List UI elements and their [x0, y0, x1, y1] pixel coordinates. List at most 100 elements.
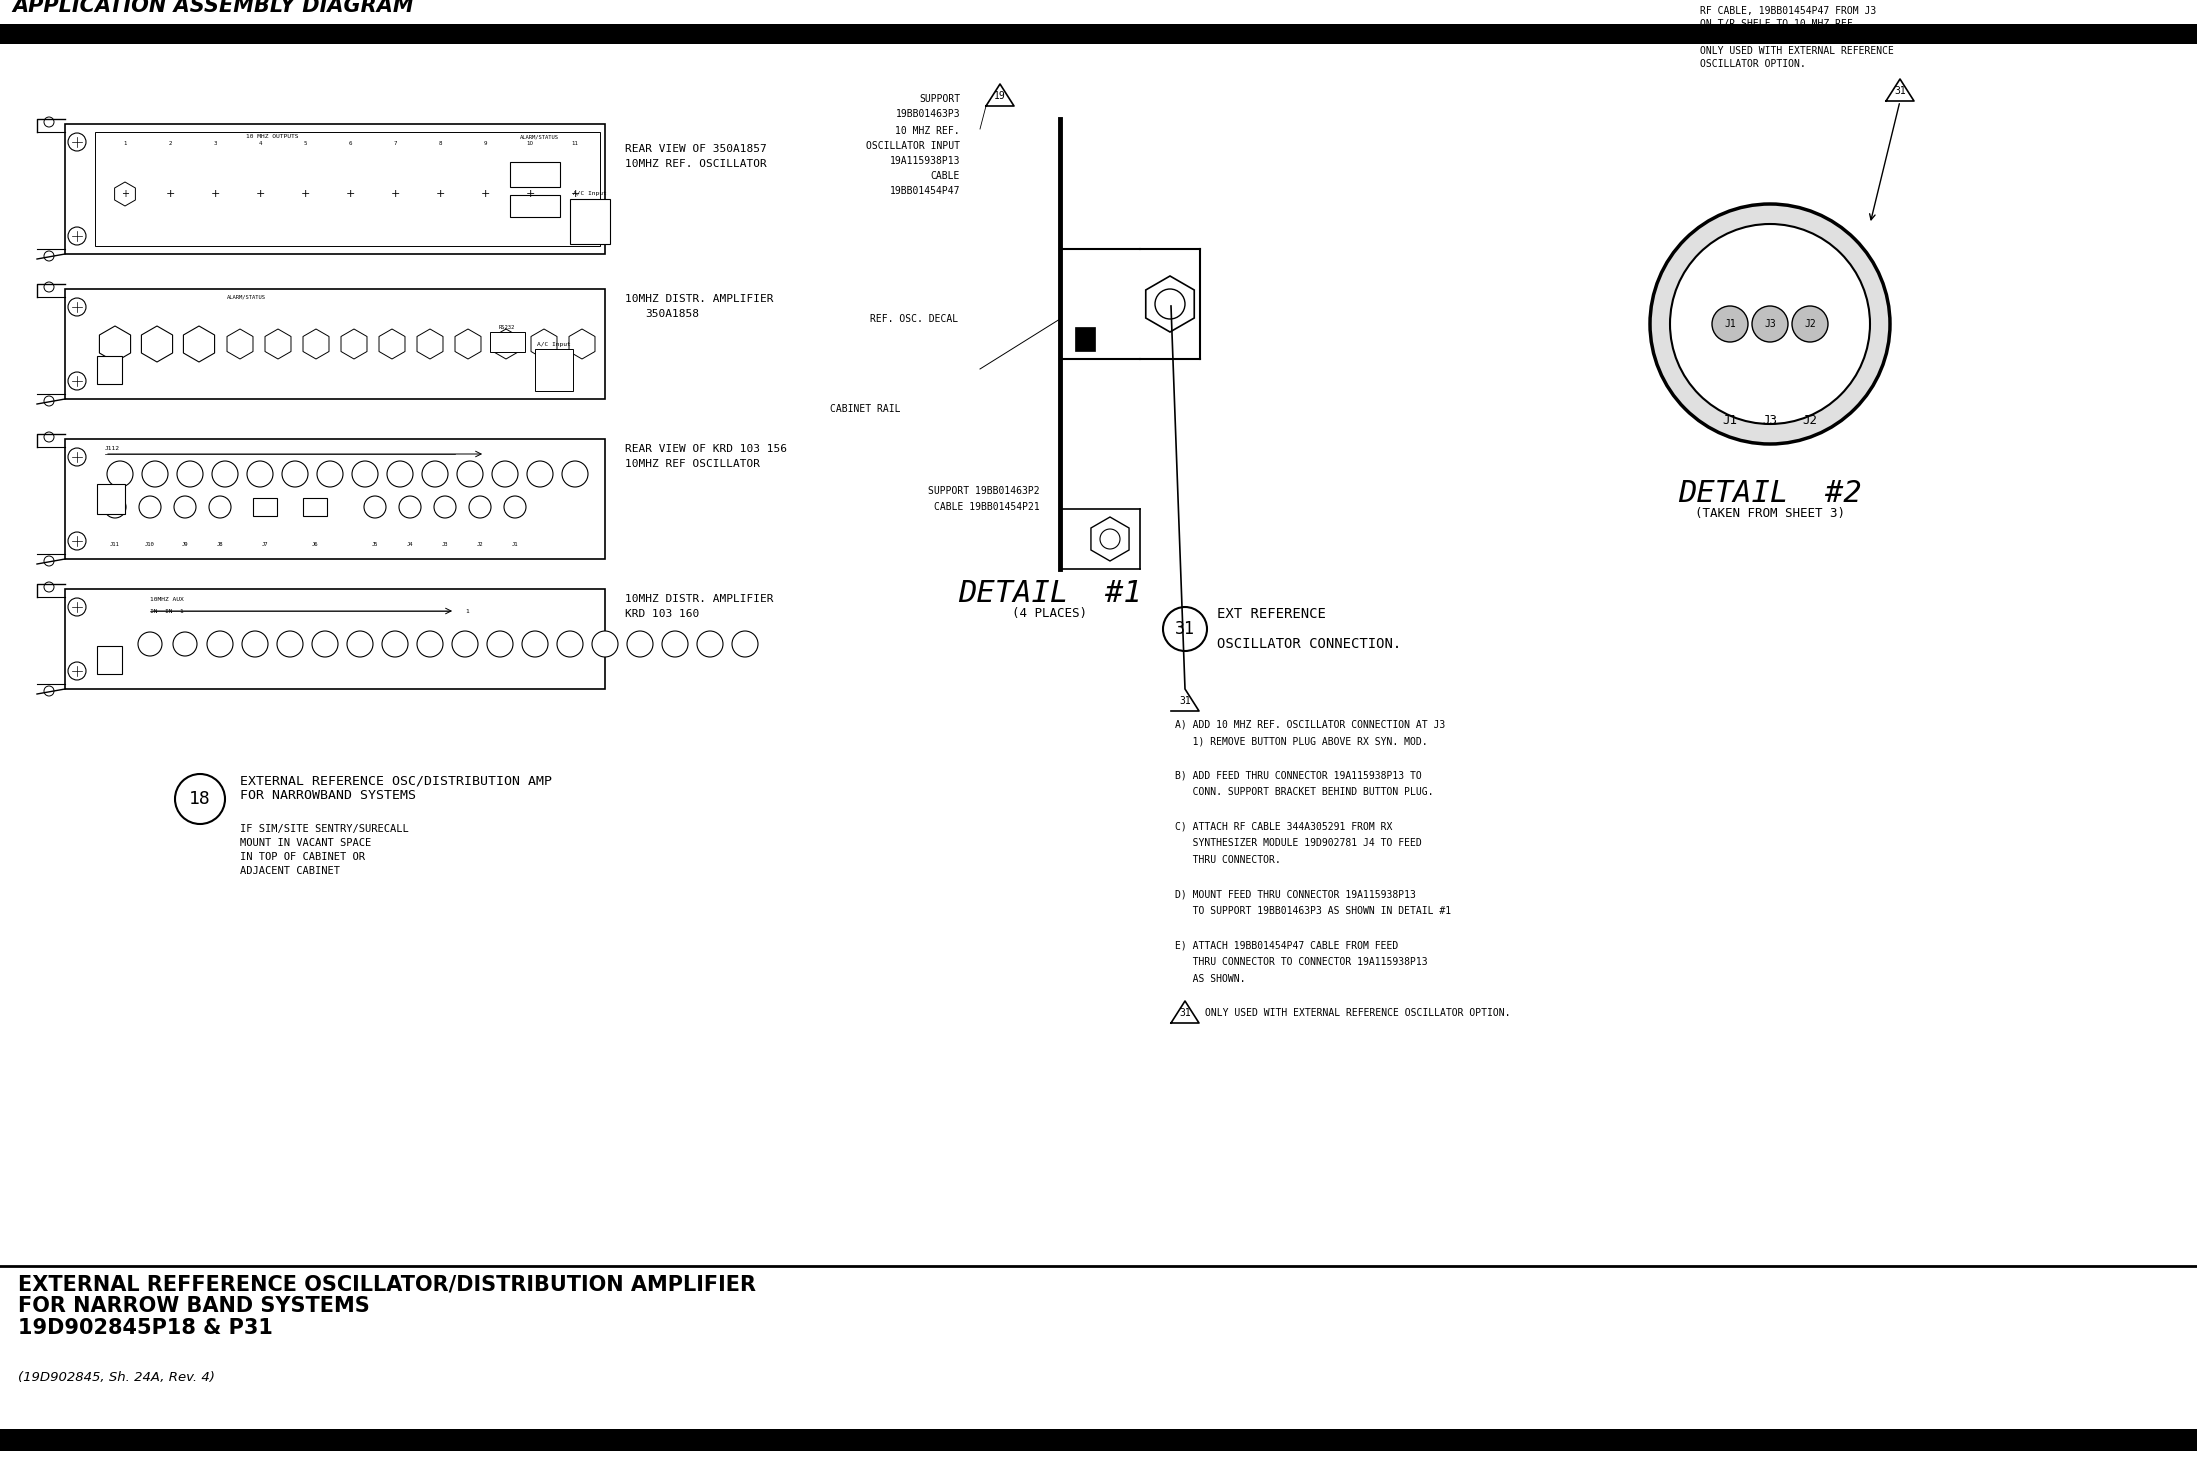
Text: EXTERNAL REFFERENCE OSCILLATOR/DISTRIBUTION AMPLIFIER: EXTERNAL REFFERENCE OSCILLATOR/DISTRIBUT… [18, 1274, 756, 1294]
Text: (TAKEN FROM SHEET 3): (TAKEN FROM SHEET 3) [1696, 507, 1845, 520]
Circle shape [178, 461, 202, 488]
Circle shape [417, 632, 444, 657]
Text: 7: 7 [393, 141, 398, 145]
Circle shape [138, 632, 163, 657]
Text: J2: J2 [1802, 414, 1817, 427]
Polygon shape [1885, 79, 1914, 101]
Text: APPLICATION ASSEMBLY DIAGRAM: APPLICATION ASSEMBLY DIAGRAM [11, 0, 413, 16]
Circle shape [277, 632, 303, 657]
Text: CONN. SUPPORT BRACKET BEHIND BUTTON PLUG.: CONN. SUPPORT BRACKET BEHIND BUTTON PLUG… [1175, 787, 1432, 798]
Circle shape [44, 251, 55, 261]
Text: 36: 36 [18, 1437, 44, 1454]
Circle shape [138, 497, 160, 519]
Text: 19D902845P18 & P31: 19D902845P18 & P31 [18, 1318, 272, 1338]
Text: 9: 9 [483, 141, 488, 145]
Bar [569, 198, 611, 244]
Text: SUPPORT 19BB01463P2: SUPPORT 19BB01463P2 [929, 486, 1039, 497]
Text: J8: J8 [218, 542, 224, 546]
Circle shape [626, 632, 653, 657]
Polygon shape [1171, 689, 1200, 711]
Text: +: + [301, 190, 310, 198]
Text: ALARM/STATUS: ALARM/STATUS [521, 134, 558, 140]
Text: REF. OSC. DECAL: REF. OSC. DECAL [870, 314, 958, 325]
Circle shape [44, 582, 55, 592]
Text: A) ADD 10 MHZ REF. OSCILLATOR CONNECTION AT J3: A) ADD 10 MHZ REF. OSCILLATOR CONNECTION… [1175, 718, 1446, 729]
Circle shape [365, 497, 387, 519]
Bar [66, 123, 604, 254]
Text: A/C Input: A/C Input [536, 342, 571, 347]
Circle shape [143, 461, 167, 488]
Text: J2: J2 [1804, 319, 1817, 329]
Text: FOR NARROWBAND SYSTEMS: FOR NARROWBAND SYSTEMS [239, 789, 415, 802]
Text: 4: 4 [259, 141, 261, 145]
Text: 10 MHZ REF.: 10 MHZ REF. [896, 126, 960, 137]
Text: 350A1858: 350A1858 [646, 308, 699, 319]
Text: OSCILLATOR CONNECTION.: OSCILLATOR CONNECTION. [1217, 638, 1402, 651]
Text: 19: 19 [993, 91, 1006, 101]
Text: (19D902845, Sh. 24A, Rev. 4): (19D902845, Sh. 24A, Rev. 4) [18, 1371, 215, 1384]
Text: 31: 31 [1894, 87, 1905, 95]
Text: +: + [165, 190, 176, 198]
Text: 1: 1 [123, 141, 127, 145]
Text: ALARM/STATUS: ALARM/STATUS [226, 294, 266, 300]
Text: +: + [121, 190, 130, 198]
Text: 19A115938P13: 19A115938P13 [890, 156, 960, 166]
Circle shape [527, 461, 554, 488]
Text: CABLE 19BB01454P21: CABLE 19BB01454P21 [934, 502, 1039, 513]
Text: 19BB01454P47: 19BB01454P47 [890, 187, 960, 195]
Text: J3: J3 [1764, 319, 1775, 329]
Text: CABLE: CABLE [932, 170, 960, 181]
Text: 31: 31 [1175, 620, 1195, 638]
Text: SUPPORT: SUPPORT [918, 94, 960, 104]
Bar [0, 1429, 2197, 1451]
Circle shape [1670, 223, 1870, 425]
Text: 2: 2 [169, 141, 171, 145]
Circle shape [44, 118, 55, 126]
Text: J3: J3 [1762, 414, 1777, 427]
Text: +: + [255, 190, 264, 198]
Text: +: + [345, 190, 354, 198]
Circle shape [211, 461, 237, 488]
Text: RF CABLE, 19BB01454P47 FROM J3
ON T/R SHELF TO 10 MHZ REF.
OSCILLATOR SUPPORT, 1: RF CABLE, 19BB01454P47 FROM J3 ON T/R SH… [1700, 6, 1894, 69]
Text: J9: J9 [182, 542, 189, 546]
Bar [303, 498, 327, 516]
Text: +: + [391, 190, 400, 198]
Text: 10 MHZ OUTPUTS: 10 MHZ OUTPUTS [246, 134, 299, 140]
Circle shape [44, 686, 55, 696]
Circle shape [422, 461, 448, 488]
Text: DETAIL  #2: DETAIL #2 [1679, 479, 1861, 508]
Text: RS232: RS232 [499, 325, 514, 331]
Bar [94, 132, 600, 245]
Circle shape [382, 632, 409, 657]
Text: 1) REMOVE BUTTON PLUG ABOVE RX SYN. MOD.: 1) REMOVE BUTTON PLUG ABOVE RX SYN. MOD. [1175, 736, 1428, 746]
Circle shape [523, 632, 547, 657]
Text: OSCILLATOR INPUT: OSCILLATOR INPUT [866, 141, 960, 151]
Bar [97, 483, 125, 514]
Text: CABINET RAIL: CABINET RAIL [830, 404, 901, 414]
Text: J10: J10 [145, 542, 154, 546]
Text: LBI-38775S: LBI-38775S [2065, 1437, 2179, 1454]
Text: 3: 3 [213, 141, 218, 145]
Text: +: + [211, 190, 220, 198]
Text: AS SHOWN.: AS SHOWN. [1175, 974, 1246, 984]
Circle shape [207, 632, 233, 657]
Text: 1: 1 [466, 608, 468, 614]
Text: J6: J6 [312, 542, 319, 546]
Circle shape [492, 461, 518, 488]
Circle shape [281, 461, 308, 488]
Bar [510, 162, 560, 187]
Circle shape [352, 461, 378, 488]
Text: EXT REFERENCE: EXT REFERENCE [1217, 607, 1325, 621]
Text: J112: J112 [105, 447, 121, 451]
Circle shape [209, 497, 231, 519]
Circle shape [246, 461, 272, 488]
Text: (4 PLACES): (4 PLACES) [1013, 607, 1088, 620]
Circle shape [68, 298, 86, 316]
Polygon shape [1171, 1000, 1200, 1022]
Bar [536, 350, 573, 391]
Bar [97, 355, 123, 383]
Bar [97, 646, 123, 674]
Circle shape [661, 632, 688, 657]
Text: IN  IN  1: IN IN 1 [149, 610, 185, 614]
Polygon shape [986, 84, 1015, 106]
